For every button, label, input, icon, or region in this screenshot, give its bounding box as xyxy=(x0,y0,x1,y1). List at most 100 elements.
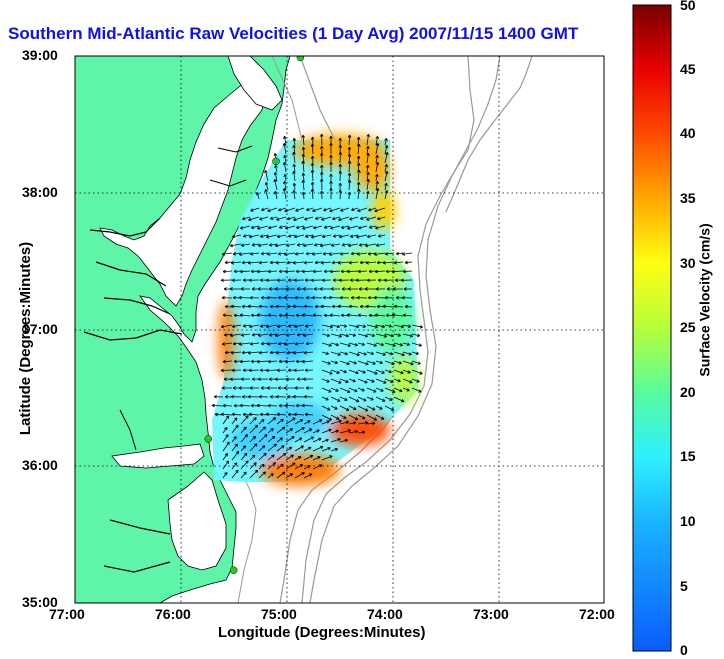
velocity-arrow xyxy=(249,342,260,346)
velocity-arrow xyxy=(242,278,251,282)
velocity-arrow xyxy=(283,173,288,182)
velocity-arrow xyxy=(384,378,394,384)
velocity-arrow xyxy=(374,269,386,274)
contour-shelf-4 xyxy=(445,56,533,213)
velocity-arrow xyxy=(386,287,394,291)
velocity-arrow xyxy=(231,368,242,373)
velocity-arrow xyxy=(310,136,315,146)
velocity-arrow xyxy=(323,225,332,229)
velocity-arrow xyxy=(330,369,340,374)
velocity-arrow xyxy=(366,178,371,191)
velocity-arrow xyxy=(346,269,359,274)
velocity-arrow xyxy=(366,378,375,383)
velocity-arrow xyxy=(240,225,251,230)
velocity-arrow xyxy=(321,234,332,239)
velocity-arrow xyxy=(310,278,323,283)
velocity-arrow xyxy=(339,387,351,393)
velocity-arrow xyxy=(302,225,314,230)
velocity-arrow xyxy=(265,368,278,373)
velocity-arrow xyxy=(366,171,370,182)
velocity-arrow xyxy=(347,287,359,291)
velocity-arrow xyxy=(229,287,242,291)
velocity-arrow xyxy=(269,350,278,355)
velocity-arrow xyxy=(375,187,380,200)
velocity-arrow xyxy=(231,462,238,470)
velocity-arrow xyxy=(314,304,323,309)
velocity-arrow xyxy=(347,134,352,146)
velocity-arrow xyxy=(329,142,333,154)
velocity-arrow xyxy=(285,446,293,452)
velocity-arrow xyxy=(285,428,294,434)
velocity-arrow xyxy=(231,324,242,328)
velocity-arrow xyxy=(301,359,314,364)
velocity-arrow xyxy=(375,135,379,146)
velocity-arrow xyxy=(357,169,361,182)
velocity-arrow xyxy=(249,252,260,256)
pamlico-river xyxy=(109,519,171,535)
velocity-arrow xyxy=(319,243,332,248)
velocity-arrow xyxy=(402,269,413,274)
velocity-arrow xyxy=(339,378,349,384)
velocity-arrow xyxy=(366,324,378,329)
velocity-arrow xyxy=(366,190,370,200)
chesapeake-bay xyxy=(99,69,267,307)
velocity-arrow xyxy=(321,428,332,434)
velocity-arrow xyxy=(249,462,257,470)
colorbar-gradient xyxy=(632,4,672,652)
velocity-arrow xyxy=(282,142,287,155)
velocity-arrow xyxy=(368,269,377,274)
velocity-arrow xyxy=(267,359,278,364)
velocity-arrow xyxy=(268,243,278,247)
velocity-arrow xyxy=(312,419,323,425)
velocity-arrow xyxy=(229,377,242,381)
velocity-arrow xyxy=(375,142,380,155)
velocity-arrow xyxy=(258,304,269,309)
velocity-arrow xyxy=(232,341,242,346)
velocity-arrow xyxy=(366,145,370,155)
velocity-arrow xyxy=(365,164,370,173)
velocity-arrow xyxy=(257,333,269,337)
velocity-arrow xyxy=(338,170,343,182)
velocity-arrow xyxy=(286,260,296,265)
velocity-arrow xyxy=(222,415,230,425)
velocity-arrow xyxy=(312,207,323,213)
velocity-arrow xyxy=(321,414,333,421)
velocity-arrow xyxy=(294,472,305,479)
velocity-arrow xyxy=(285,377,296,381)
velocity-arrow xyxy=(329,187,333,199)
velocity-arrow xyxy=(339,333,349,338)
velocity-arrow xyxy=(373,295,386,300)
velocity-arrow xyxy=(303,304,314,309)
velocity-arrow xyxy=(269,395,278,399)
velocity-arrow xyxy=(330,387,339,392)
velocity-arrow xyxy=(402,333,413,338)
velocity-arrow xyxy=(248,368,260,373)
velocity-arrow xyxy=(301,160,305,173)
velocity-arrow xyxy=(238,342,251,346)
velocity-arrow xyxy=(357,324,367,328)
velocity-arrow xyxy=(292,151,296,164)
velocity-arrow xyxy=(348,324,360,329)
velocity-arrow xyxy=(348,333,357,337)
velocity-arrow xyxy=(330,419,342,425)
velocity-arrow xyxy=(330,429,339,434)
velocity-arrow xyxy=(411,387,422,393)
velocity-arrow xyxy=(221,295,233,300)
velocity-arrow xyxy=(264,170,269,182)
velocity-arrow xyxy=(292,144,296,155)
velocity-arrow xyxy=(296,332,305,337)
velocity-arrow xyxy=(285,454,294,461)
x-tick-label: 76:00 xyxy=(155,606,191,622)
velocity-arrow xyxy=(256,359,269,364)
velocity-arrow xyxy=(339,295,350,300)
velocity-arrow xyxy=(356,252,368,256)
velocity-arrow xyxy=(411,378,420,383)
velocity-arrow xyxy=(328,252,341,256)
velocity-arrow xyxy=(337,304,350,309)
y-tick-label: 36:00 xyxy=(22,457,58,473)
velocity-arrow xyxy=(312,437,322,443)
velocity-arrow xyxy=(373,252,386,256)
velocity-arrow xyxy=(377,216,386,221)
velocity-arrow xyxy=(222,441,230,452)
velocity-arrow xyxy=(403,287,412,291)
